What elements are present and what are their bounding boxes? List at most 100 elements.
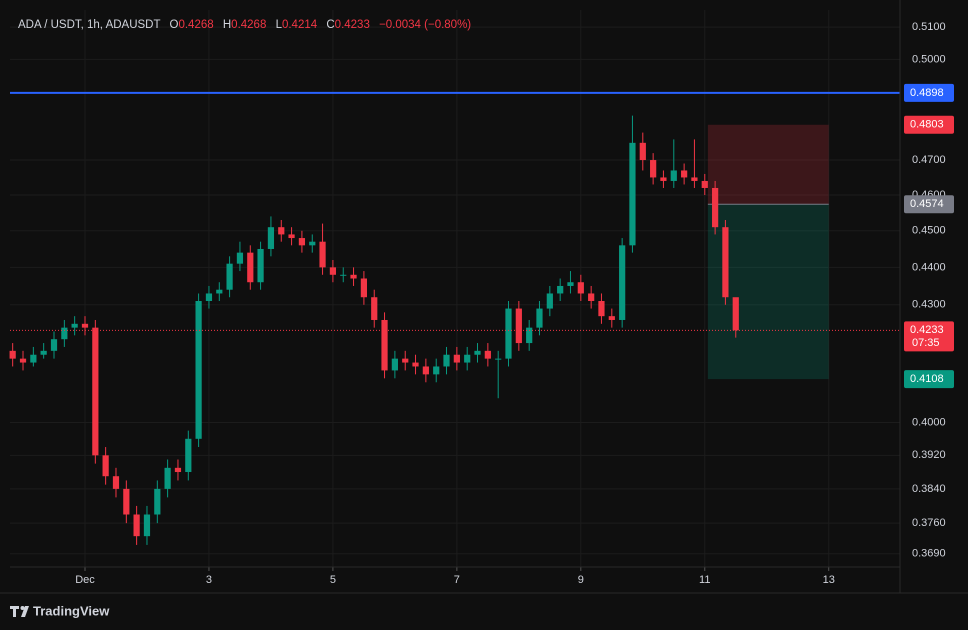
candle-body: [164, 467, 171, 489]
candle-body: [329, 267, 337, 275]
price-line-label: 0.4898: [910, 87, 944, 99]
candle-body: [278, 227, 285, 235]
y-tick-label: 0.3920: [912, 449, 946, 461]
candle-body: [340, 274, 347, 276]
candle-body: [226, 263, 233, 290]
x-tick-label: 13: [823, 574, 835, 586]
x-tick-label: 9: [578, 574, 584, 586]
x-tick-label: 7: [454, 574, 460, 586]
candle-body: [112, 476, 120, 489]
candle-body: [712, 187, 719, 228]
candle-body: [453, 354, 460, 363]
candle-body: [381, 319, 388, 371]
candle-body: [371, 297, 378, 320]
plot-background: [10, 10, 900, 567]
plot-area: [9, 10, 900, 567]
y-tick-label: 0.4000: [912, 416, 946, 428]
close-label: C: [326, 19, 334, 31]
logo-dot: [20, 606, 25, 610]
stop-zone: [707, 124, 829, 205]
low-value: 0.4214: [282, 19, 318, 31]
high-value: 0.4268: [231, 19, 266, 31]
candle-body: [185, 438, 192, 473]
y-tick-label: 0.3760: [912, 517, 946, 529]
candle-body: [608, 316, 615, 320]
candle-body: [577, 282, 584, 294]
candle-body: [9, 350, 16, 359]
candle-body: [133, 514, 140, 537]
candle-body: [236, 252, 244, 264]
candle-body: [484, 350, 491, 359]
candle-body: [391, 358, 398, 371]
candle-body: [536, 308, 543, 328]
candle-body: [443, 354, 450, 367]
candle-body: [92, 327, 99, 456]
candle-body: [319, 241, 326, 268]
x-tick-label: Dec: [75, 574, 95, 586]
candle-body: [722, 227, 729, 298]
stop-label-bg: [904, 115, 954, 134]
change-value: −0.0034 (−0.80%): [379, 19, 471, 31]
candle-body: [650, 160, 657, 178]
candle-body: [298, 238, 306, 246]
candle-body: [464, 354, 471, 363]
brand-name: TradingView: [33, 603, 110, 618]
candle-body: [681, 170, 688, 178]
candle-body: [61, 327, 68, 340]
y-tick-label: 0.4400: [912, 261, 946, 273]
logo-slash: [21, 606, 29, 617]
close-value: 0.4233: [335, 19, 370, 31]
brand-logo[interactable]: TradingView: [10, 603, 110, 618]
entry-label: 0.4574: [910, 198, 944, 210]
candle-body: [619, 245, 626, 320]
candle-body: [515, 308, 522, 344]
candle-body: [71, 323, 78, 328]
candle-body: [474, 350, 481, 355]
candle-body: [567, 282, 574, 286]
countdown-label: 07:35: [912, 337, 940, 349]
last-price-bg: [904, 321, 954, 352]
candle-body: [670, 170, 677, 181]
candle-body: [433, 366, 440, 375]
stop-label: 0.4803: [910, 119, 944, 131]
candle-body: [588, 293, 595, 301]
candle-body: [81, 323, 89, 328]
candle-body: [691, 177, 698, 181]
entry-label-bg: [904, 195, 954, 214]
candle-body: [257, 248, 264, 283]
candle-body: [546, 293, 553, 309]
candle-body: [267, 227, 275, 249]
candle-body: [526, 327, 533, 344]
symbol-title: ADA / USDT, 1h, ADAUSDT: [18, 19, 160, 31]
candle-body: [412, 362, 419, 367]
y-tick-label: 0.4500: [912, 225, 946, 237]
x-tick-label: 11: [699, 574, 710, 586]
candle-body: [629, 142, 636, 246]
candle-body: [350, 274, 357, 279]
target-label: 0.4108: [910, 373, 944, 385]
candle-body: [422, 366, 429, 375]
candle-body: [50, 339, 58, 351]
candle-body: [309, 241, 316, 246]
open-label: O: [170, 19, 179, 31]
candle-body: [40, 350, 47, 355]
candle-body: [360, 278, 367, 298]
candle-body: [143, 514, 151, 537]
low-label: L: [276, 19, 283, 31]
y-tick-label: 0.5100: [912, 21, 946, 33]
y-tick-label: 0.4300: [912, 299, 946, 311]
candle-body: [247, 252, 254, 283]
candle-body: [205, 293, 213, 301]
candle-body: [174, 467, 182, 473]
candle-body: [195, 300, 202, 439]
candle-body: [660, 177, 667, 181]
price-line-label-bg: [904, 83, 954, 102]
candle-body: [639, 142, 646, 161]
candle-body: [19, 358, 27, 363]
candle-body: [102, 455, 109, 477]
logo-mark: [10, 606, 19, 617]
candle-body: [30, 354, 37, 363]
y-tick-label: 0.5000: [912, 53, 946, 65]
